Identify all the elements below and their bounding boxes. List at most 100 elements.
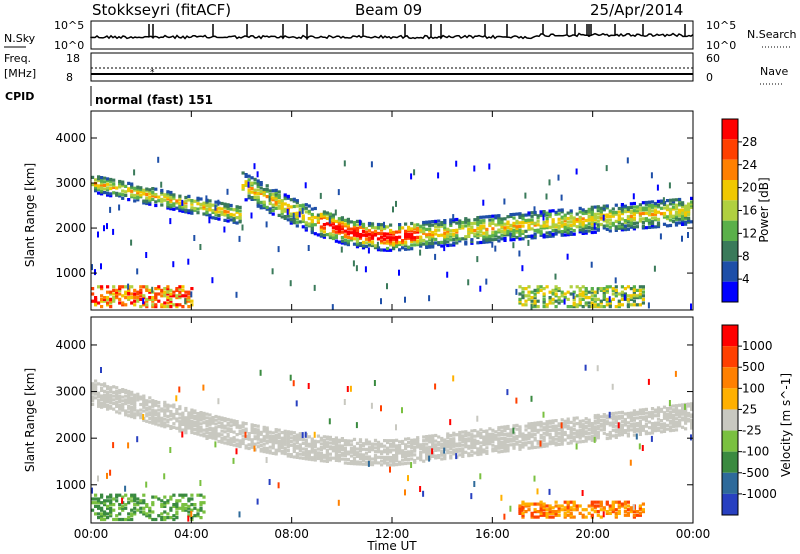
velocity-cell [265,432,269,436]
power-cell [602,226,606,230]
power-cell [650,203,655,208]
velocity-cell [220,440,224,444]
power-cell [169,196,173,200]
velocity-cell [265,457,268,463]
power-cell [361,240,366,244]
velocity-cell [136,497,140,501]
power-cell [346,230,350,234]
power-cell [247,178,251,182]
velocity-cell [551,426,555,430]
velocity-cell [614,419,618,423]
velocity-cell [560,438,564,442]
power-cell [563,215,567,219]
velocity-cell [398,440,402,444]
velocity-cell [292,436,296,440]
velocity-cell [151,401,155,405]
power-cell [530,296,534,300]
colorbar-tick-label: 100 [742,381,765,395]
velocity-cell [602,427,606,432]
velocity-cell [500,431,504,435]
power-cell [395,241,399,245]
velocity-cell [304,455,308,459]
power-cell [304,182,307,189]
velocity-cell [494,433,498,438]
ytick-label: 3000 [55,385,86,399]
velocity-cell [455,433,459,437]
power-cell [647,220,652,224]
power-cell [437,233,441,238]
power-cell [127,283,130,290]
velocity-cell [512,435,516,439]
velocity-cell [328,458,332,462]
power-cell [190,209,194,213]
velocity-cell [193,409,197,413]
power-cell [644,211,648,215]
power-cell [608,296,611,303]
velocity-cell [178,425,182,429]
power-cell [437,242,441,247]
velocity-cell [389,448,393,452]
power-cell [623,292,627,296]
velocity-cell [166,418,170,422]
power-cell [226,203,230,207]
power-cell [458,223,462,227]
velocity-cell [482,448,486,452]
velocity-cell [437,454,441,458]
velocity-cell [298,445,302,449]
velocity-cell [497,431,501,435]
velocity-cell [431,448,434,455]
power-cell [416,235,420,239]
velocity-cell [181,411,185,415]
velocity-cell [154,403,158,407]
velocity-cell [524,443,528,447]
power-cell [638,292,642,296]
power-cell [548,211,552,215]
velocity-cell [401,458,405,462]
velocity-cell [587,431,591,435]
power-cell [389,232,393,236]
power-cell [178,207,182,211]
velocity-cell [316,434,320,438]
velocity-cell [325,454,329,458]
power-cell [690,220,694,224]
velocity-cell [497,446,501,450]
velocity-cell [124,517,128,522]
velocity-cell [277,449,281,453]
velocity-cell [539,420,543,424]
colorbar-swatch [722,493,738,515]
velocity-cell [358,449,363,453]
power-cell [681,212,685,216]
velocity-cell [446,443,450,447]
velocity-cell [587,511,591,515]
velocity-cell [581,439,585,444]
velocity-cell [346,441,350,445]
power-cell [271,268,274,275]
velocity-cell [671,417,676,421]
velocity-cell [208,432,212,436]
power-cell [184,294,188,298]
velocity-cell [536,502,540,506]
velocity-cell [632,515,636,519]
velocity-cell [103,389,107,393]
velocity-cell [184,419,188,424]
power-cell [479,215,483,219]
velocity-cell [163,421,167,425]
velocity-cell [235,448,238,455]
power-cell [202,203,206,207]
power-cell [109,186,113,191]
power-cell [331,226,335,230]
velocity-cell [157,417,161,421]
power-cell [154,297,158,301]
velocity-cell [115,389,119,393]
power-cell [343,233,347,237]
power-cell [148,195,152,199]
velocity-cell [334,440,338,444]
velocity-cell [404,446,408,451]
velocity-cell [349,439,354,443]
velocity-cell [118,517,122,522]
power-cell [271,203,275,207]
velocity-cell [352,460,357,464]
power-cell [235,205,239,209]
velocity-cell [623,513,627,517]
power-cell [352,226,357,230]
